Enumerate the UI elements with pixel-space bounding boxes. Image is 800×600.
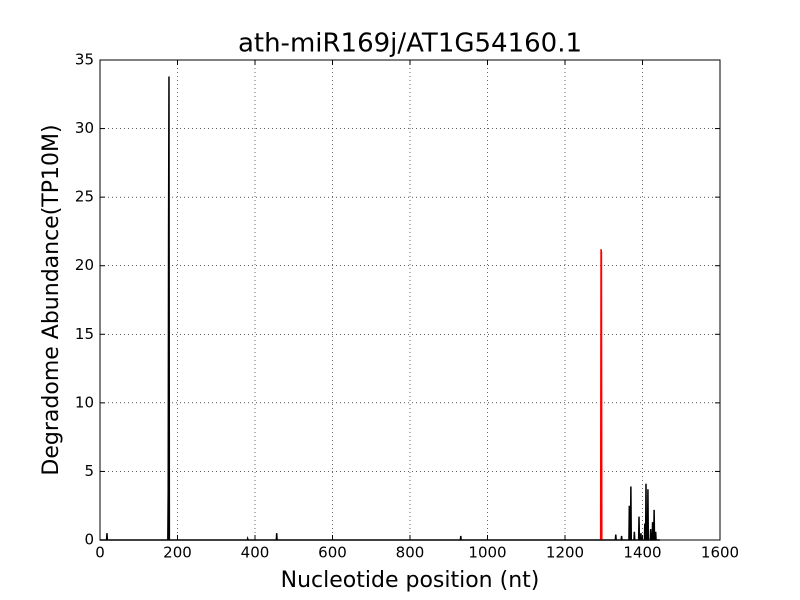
x-tick-label: 600 [318, 544, 347, 562]
y-tick-label: 30 [75, 119, 94, 137]
plot-layer: 0 200 400 600 800 1000 1200 1400 1600 0 5 10 15 20 25 3… [75, 51, 739, 562]
data-line [100, 76, 660, 541]
y-tick-label: 20 [75, 256, 94, 274]
plot-frame [99, 59, 721, 541]
x-tick-label: 400 [241, 544, 270, 562]
y-tick-label: 15 [75, 325, 94, 343]
y-axis-label: Degradome Abundance(TP10M) [39, 124, 64, 475]
x-tick-label: 1000 [468, 544, 506, 562]
x-tick-label: 800 [396, 544, 425, 562]
y-tick-label: 25 [75, 188, 94, 206]
x-tick-label: 1600 [701, 544, 739, 562]
chart-title: ath-miR169j/AT1G54160.1 [238, 29, 582, 59]
y-tick-label: 5 [84, 462, 94, 480]
x-tick-label: 0 [95, 544, 105, 562]
y-tick-label: 35 [75, 51, 94, 69]
x-tick-label: 200 [163, 544, 192, 562]
y-tick-label: 10 [75, 393, 94, 411]
y-tick-label: 0 [84, 531, 94, 549]
x-tick-label: 1200 [546, 544, 584, 562]
x-tick-label: 1400 [623, 544, 661, 562]
x-axis-label: Nucleotide position (nt) [281, 568, 540, 593]
data-line [599, 249, 603, 541]
